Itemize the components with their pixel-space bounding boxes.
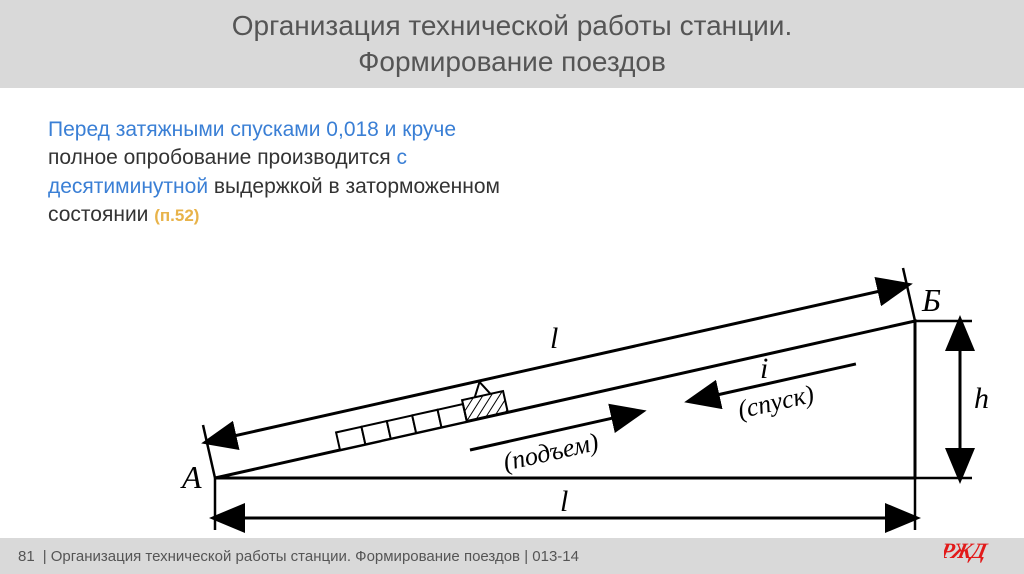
label-h: h: [974, 382, 989, 415]
label-down: (спуск): [735, 379, 817, 424]
page-number: 81: [18, 548, 35, 565]
description-text: Перед затяжными спусками 0,018 и круче п…: [48, 116, 518, 229]
incline-diagram: l l h А Б i (подъем) (спу: [140, 228, 1000, 528]
text-plain-1: полное опробование производится: [48, 146, 397, 169]
label-a: А: [180, 459, 202, 495]
dim-l-top: [207, 285, 907, 442]
title-line-1: Организация технической работы станции.: [232, 8, 792, 44]
slide-header: Организация технической работы станции. …: [0, 0, 1024, 88]
label-i: i: [760, 352, 768, 385]
label-up: (подъем): [500, 427, 601, 476]
title-line-2: Формирование поездов: [358, 44, 666, 80]
rzd-logo: РЖД: [944, 537, 1004, 568]
label-l-top: l: [550, 322, 558, 355]
dim-l-top-tick-a: [203, 425, 215, 478]
footer-text: | Организация технической работы станции…: [43, 548, 579, 565]
dim-l-top-tick-b: [903, 268, 915, 321]
text-reference: (п.52): [154, 206, 199, 225]
train-icon: [332, 377, 508, 450]
label-b: Б: [921, 282, 941, 318]
content-area: Перед затяжными спусками 0,018 и круче п…: [0, 88, 1024, 257]
svg-text:РЖД: РЖД: [944, 538, 990, 563]
text-highlight-1: Перед затяжными спусками 0,018 и круче: [48, 118, 456, 141]
slide-footer: 81 | Организация технической работы стан…: [0, 538, 1024, 574]
label-l-bottom: l: [560, 485, 568, 518]
